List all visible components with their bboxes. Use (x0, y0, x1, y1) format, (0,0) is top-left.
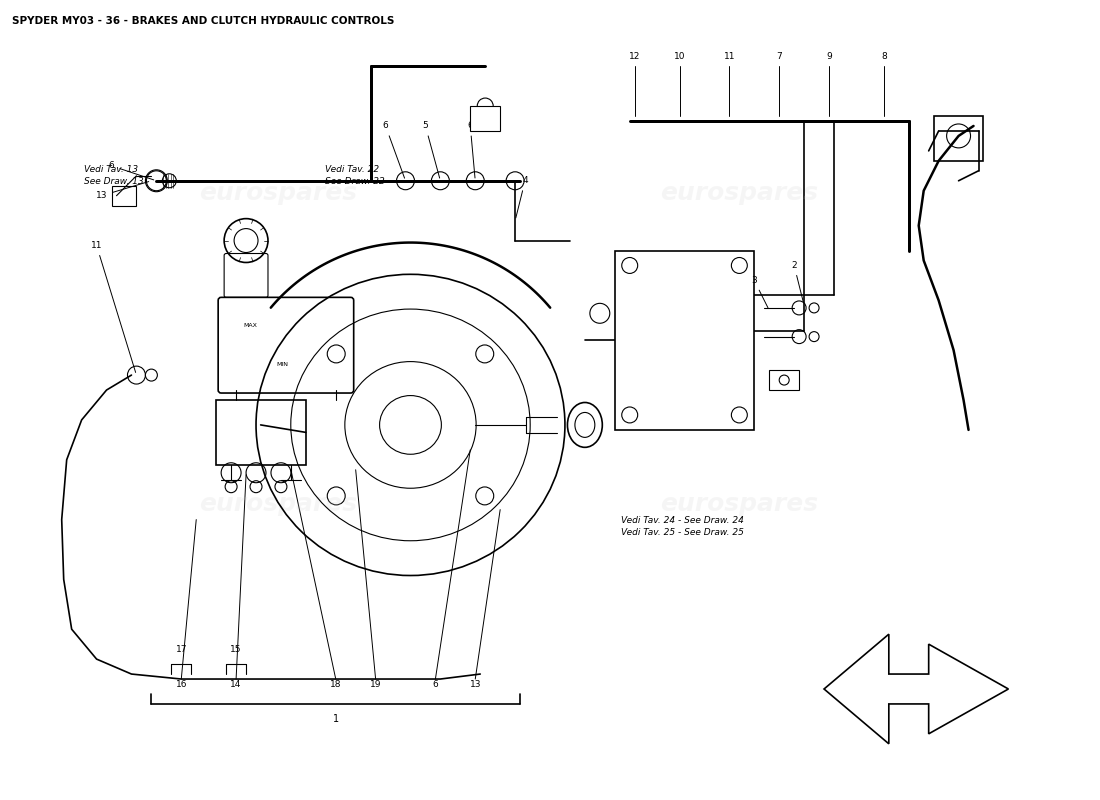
Text: MIN: MIN (276, 362, 288, 367)
Text: 10: 10 (674, 52, 685, 61)
Bar (471, 106, 501, 131)
Text: 6: 6 (432, 679, 438, 689)
Text: eurospares: eurospares (199, 181, 358, 205)
Text: 3: 3 (751, 276, 768, 308)
Bar (615, 250, 755, 430)
Text: 13: 13 (96, 182, 148, 200)
Text: 4: 4 (516, 176, 528, 218)
Text: 5: 5 (422, 122, 440, 178)
Text: 6: 6 (468, 122, 475, 178)
Bar (769, 370, 799, 390)
Text: 12: 12 (629, 52, 640, 61)
Bar (111, 186, 136, 206)
Text: 8: 8 (881, 52, 887, 61)
Text: 9: 9 (826, 52, 832, 61)
Text: eurospares: eurospares (199, 492, 358, 516)
Text: 14: 14 (230, 679, 242, 689)
Text: Vedi Tav. 13
See Draw. 13: Vedi Tav. 13 See Draw. 13 (84, 165, 144, 186)
Text: 11: 11 (91, 241, 135, 373)
Text: MAX: MAX (243, 323, 257, 328)
Text: 1: 1 (332, 714, 339, 724)
Text: 6: 6 (383, 122, 405, 178)
Text: 19: 19 (370, 679, 382, 689)
Text: eurospares: eurospares (660, 181, 817, 205)
Text: 6: 6 (109, 162, 154, 180)
Bar (934, 116, 983, 161)
Text: Vedi Tav. 24 - See Draw. 24
Vedi Tav. 25 - See Draw. 25: Vedi Tav. 24 - See Draw. 24 Vedi Tav. 25… (621, 515, 744, 537)
Text: 17: 17 (176, 645, 187, 654)
Text: 15: 15 (230, 645, 242, 654)
Text: Vedi Tav. 22
See Draw. 22: Vedi Tav. 22 See Draw. 22 (326, 165, 385, 186)
Text: 13: 13 (470, 679, 481, 689)
Text: 2: 2 (791, 261, 803, 302)
Ellipse shape (568, 402, 603, 447)
Text: 7: 7 (777, 52, 782, 61)
Text: 18: 18 (330, 679, 341, 689)
Text: eurospares: eurospares (660, 492, 817, 516)
Text: SPYDER MY03 - 36 - BRAKES AND CLUTCH HYDRAULIC CONTROLS: SPYDER MY03 - 36 - BRAKES AND CLUTCH HYD… (12, 16, 394, 26)
Text: 16: 16 (176, 679, 187, 689)
Text: 11: 11 (724, 52, 735, 61)
Bar (217, 400, 306, 465)
